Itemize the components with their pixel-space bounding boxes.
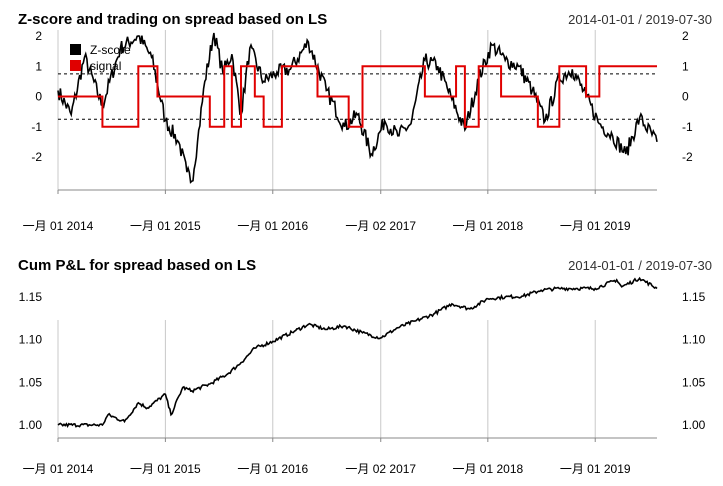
y-tick-label-right: 1.05 [682, 375, 706, 389]
x-tick-label: 一月 01 2018 [452, 462, 523, 476]
pnl-axes: 一月 01 2014 一月 01 2015 一月 01 2016 一月 02 2017… [19, 290, 706, 476]
x-tick-label: 一月 01 2014 [23, 219, 94, 233]
zscore-date-range: 2014-01-01 / 2019-07-30 [568, 12, 712, 27]
y-tick-label-left: 1 [35, 59, 42, 73]
zscore-thresholds [58, 73, 657, 120]
x-tick-label: 一月 01 2019 [560, 219, 631, 233]
zscore-axes: 一月 01 2014 一月 01 2015 一月 01 2016 一月 02 2017… [23, 29, 693, 233]
zscore-panel: Z-score and trading on spread based on L… [18, 11, 712, 233]
x-tick-label: 一月 01 2015 [130, 462, 201, 476]
y-tick-label-left: -2 [31, 150, 42, 164]
y-tick-label-right: 1.15 [682, 290, 706, 304]
y-tick-label-left: 1.10 [19, 333, 43, 347]
legend-swatch-signal [70, 60, 81, 71]
pnl-title: Cum P&L for spread based on LS [18, 257, 256, 274]
x-tick-label: 一月 01 2016 [237, 462, 308, 476]
pnl-grid [57, 320, 596, 438]
x-tick-label: 一月 02 2017 [345, 462, 416, 476]
x-tick-label: 一月 02 2017 [345, 219, 416, 233]
x-tick-label: 一月 01 2016 [237, 219, 308, 233]
pnl-panel: Cum P&L for spread based on LS 2014-01-0… [18, 257, 712, 476]
y-tick-label-right: -2 [682, 150, 693, 164]
y-tick-label-right: 0 [682, 90, 689, 104]
y-tick-label-left: 1.00 [19, 418, 43, 432]
pnl-date-range: 2014-01-01 / 2019-07-30 [568, 258, 712, 273]
zscore-series [57, 32, 658, 184]
y-tick-label-right: 2 [682, 29, 689, 43]
x-tick-label: 一月 01 2015 [130, 219, 201, 233]
y-tick-label-right: 1.00 [682, 418, 706, 432]
legend-swatch-zscore [70, 44, 81, 55]
series-line-signal [58, 65, 657, 128]
y-tick-label-left: 2 [35, 29, 42, 43]
zscore-legend: Z-score signal [70, 43, 131, 73]
pnl-series [57, 276, 658, 428]
zscore-title: Z-score and trading on spread based on L… [18, 11, 327, 28]
y-tick-label-right: 1 [682, 59, 689, 73]
y-tick-label-right: -1 [682, 120, 693, 134]
x-tick-label: 一月 01 2018 [452, 219, 523, 233]
x-tick-label: 一月 01 2019 [560, 462, 631, 476]
x-tick-label: 一月 01 2014 [23, 462, 94, 476]
y-tick-label-left: 0 [35, 90, 42, 104]
legend-label-zscore: Z-score [90, 43, 131, 57]
legend-label-signal: signal [90, 59, 121, 73]
y-tick-label-left: 1.15 [19, 290, 43, 304]
series-line-cum-pnl [57, 276, 658, 428]
y-tick-label-left: -1 [31, 120, 42, 134]
series-line-zscore [57, 32, 658, 184]
y-tick-label-left: 1.05 [19, 375, 43, 389]
y-tick-label-right: 1.10 [682, 333, 706, 347]
